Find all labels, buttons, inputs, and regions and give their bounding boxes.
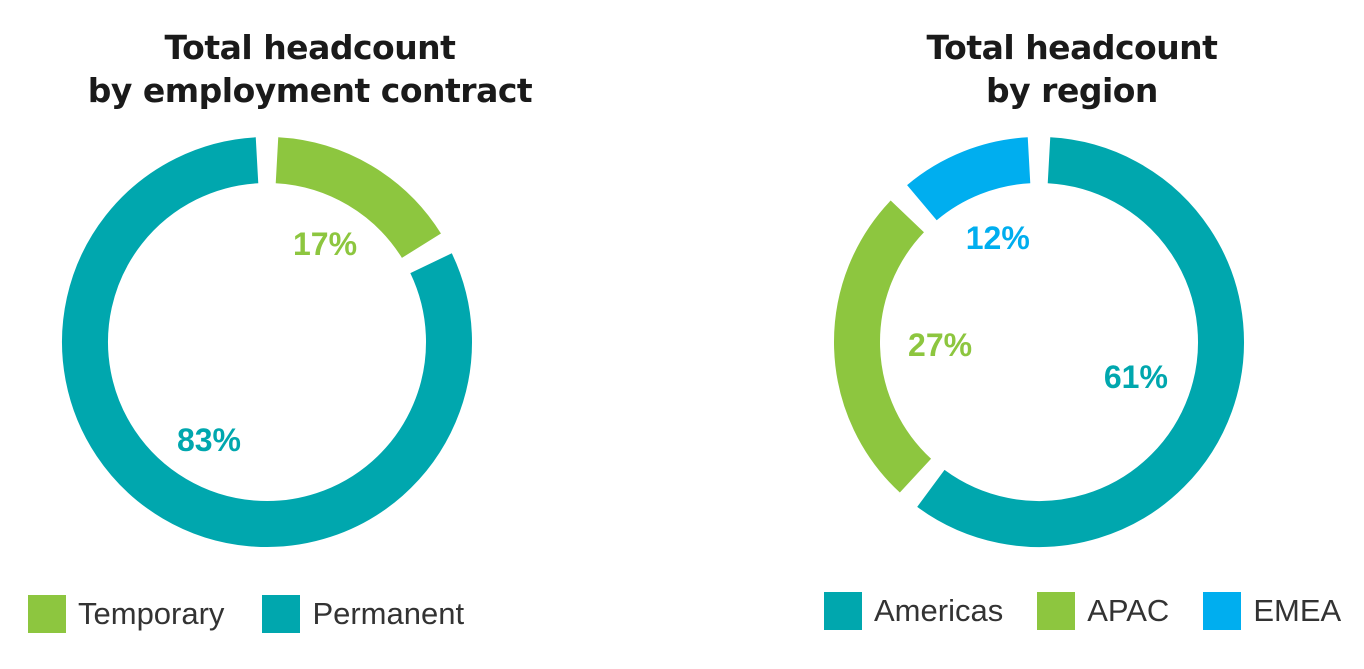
legend-label-apac: APAC xyxy=(1087,593,1170,628)
slice-permanent xyxy=(62,137,472,547)
legend-swatch-americas xyxy=(824,592,862,630)
chart-title-line-1: Total headcount xyxy=(926,28,1218,67)
legend-label-temporary: Temporary xyxy=(78,596,225,631)
legend: Americas APAC EMEA xyxy=(824,592,1364,630)
data-label-permanent: 83% xyxy=(177,422,241,458)
legend-swatch-emea xyxy=(1203,592,1242,630)
legend-swatch-permanent xyxy=(262,595,301,633)
slice-temporary xyxy=(275,137,441,259)
chart-title-line-2: by region xyxy=(986,71,1158,110)
legend-label-emea: EMEA xyxy=(1253,593,1342,628)
donut-chart: 17% 83% xyxy=(62,137,472,547)
slice-americas xyxy=(917,137,1244,547)
legend-item-permanent: Permanent xyxy=(262,595,464,633)
chart-headcount-by-region: Total headcount by region 61% 27% 12% Amer… xyxy=(780,0,1364,669)
legend-item-emea: EMEA xyxy=(1203,592,1341,630)
legend-swatch-apac xyxy=(1037,592,1076,630)
slice-apac xyxy=(834,200,932,493)
legend-label-permanent: Permanent xyxy=(312,596,465,631)
legend-item-apac: APAC xyxy=(1037,592,1169,630)
chart-title-line-2: by employment contract xyxy=(87,71,533,110)
data-label-emea: 12% xyxy=(966,220,1030,256)
slice-emea xyxy=(907,137,1031,221)
legend-item-americas: Americas xyxy=(824,592,1003,630)
chart-title: Total headcount by employment contract xyxy=(0,26,620,112)
data-label-temporary: 17% xyxy=(293,226,357,262)
chart-title: Total headcount by region xyxy=(780,26,1364,112)
chart-title-line-1: Total headcount xyxy=(164,28,456,67)
legend-label-americas: Americas xyxy=(874,593,1004,628)
donut-chart: 61% 27% 12% xyxy=(834,137,1244,547)
chart-headcount-by-contract: Total headcount by employment contract 1… xyxy=(0,0,620,669)
legend-swatch-temporary xyxy=(28,595,66,633)
data-label-apac: 27% xyxy=(908,327,972,363)
data-label-americas: 61% xyxy=(1104,359,1168,395)
legend-item-temporary: Temporary xyxy=(28,595,224,633)
legend: Temporary Permanent xyxy=(28,595,464,633)
